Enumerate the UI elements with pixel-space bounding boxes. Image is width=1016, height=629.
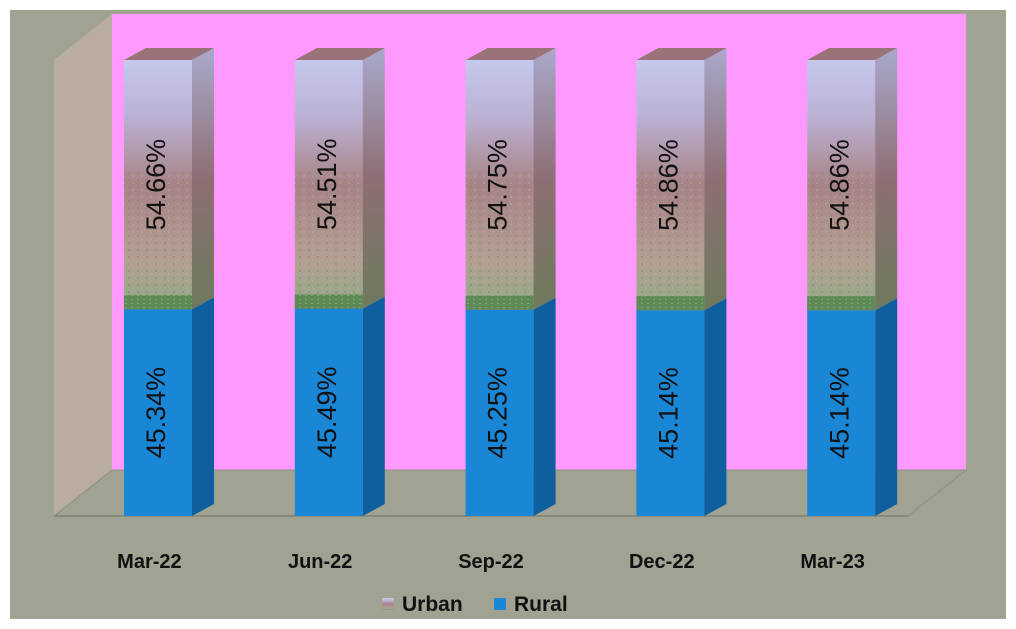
data-label-rural: 45.14% [824,367,854,459]
data-label-urban: 54.66% [141,139,171,231]
legend-item-urban: Urban [382,593,463,616]
bar-rural-side [704,298,727,516]
bar-urban-side [704,48,727,311]
bar-rural-front [636,310,705,516]
bar-urban-top [636,48,727,60]
bar-urban-grass [294,294,363,309]
bar-rural-side [192,297,214,516]
legend-item-rural: Rural [494,593,568,616]
bar-rural-side [533,297,556,516]
data-label-rural: 45.49% [312,366,342,458]
bar-urban-top [807,48,898,60]
bar-Mar-22: 54.66% 45.34% [124,48,214,516]
bar-urban-texture [636,172,705,298]
bar-urban-side [533,48,556,310]
category-label: Jun-22 [288,551,352,573]
data-label-rural: 45.14% [654,367,684,459]
legend-label-rural: Rural [514,593,568,616]
bar-urban-grass [807,296,876,311]
bar-rural-side [875,298,898,516]
bar-urban-top [124,48,214,60]
bar-urban-texture [294,171,363,297]
bar-urban-top [294,48,385,60]
data-label-rural: 45.25% [483,367,513,459]
bar-rural-front [807,310,876,516]
category-label: Dec-22 [629,551,695,573]
category-label: Mar-23 [800,551,864,573]
stacked-bar-chart: 54.66% 45.34% 54.51% 45.49% 54.75% 45.25% 54.8… [52,14,968,616]
chart-area: 54.66% 45.34% 54.51% 45.49% 54.75% 45.25% 54.8… [10,10,1006,619]
bar-urban-texture [807,172,876,298]
bar-urban-side [362,48,385,309]
bar-rural-front [465,309,534,516]
bar-urban-side [875,48,898,311]
bar-Mar-23: 54.86% 45.14% [807,48,898,516]
data-label-urban: 54.86% [824,139,854,231]
bar-rural-side [362,296,385,516]
bar-urban-texture [465,172,534,298]
legend-swatch-urban [382,598,394,610]
legend-swatch-rural [494,598,506,610]
side-wall [54,14,112,516]
data-label-rural: 45.34% [141,367,171,459]
bar-urban-grass [465,295,534,310]
data-label-urban: 54.51% [312,138,342,230]
bar-rural-front [124,309,192,516]
bar-urban-texture [124,172,192,297]
category-label: Sep-22 [458,551,524,573]
data-label-urban: 54.75% [483,139,513,231]
bar-urban-grass [636,296,705,311]
bar-Sep-22: 54.75% 45.25% [465,48,556,516]
data-label-urban: 54.86% [654,139,684,231]
bar-urban-top [465,48,556,60]
bar-urban-grass [124,295,192,310]
bar-Jun-22: 54.51% 45.49% [294,48,385,516]
bar-Dec-22: 54.86% 45.14% [636,48,727,516]
legend-label-urban: Urban [402,593,463,616]
category-label: Mar-22 [117,551,181,573]
bar-urban-side [192,48,214,310]
bar-rural-front [294,308,363,516]
